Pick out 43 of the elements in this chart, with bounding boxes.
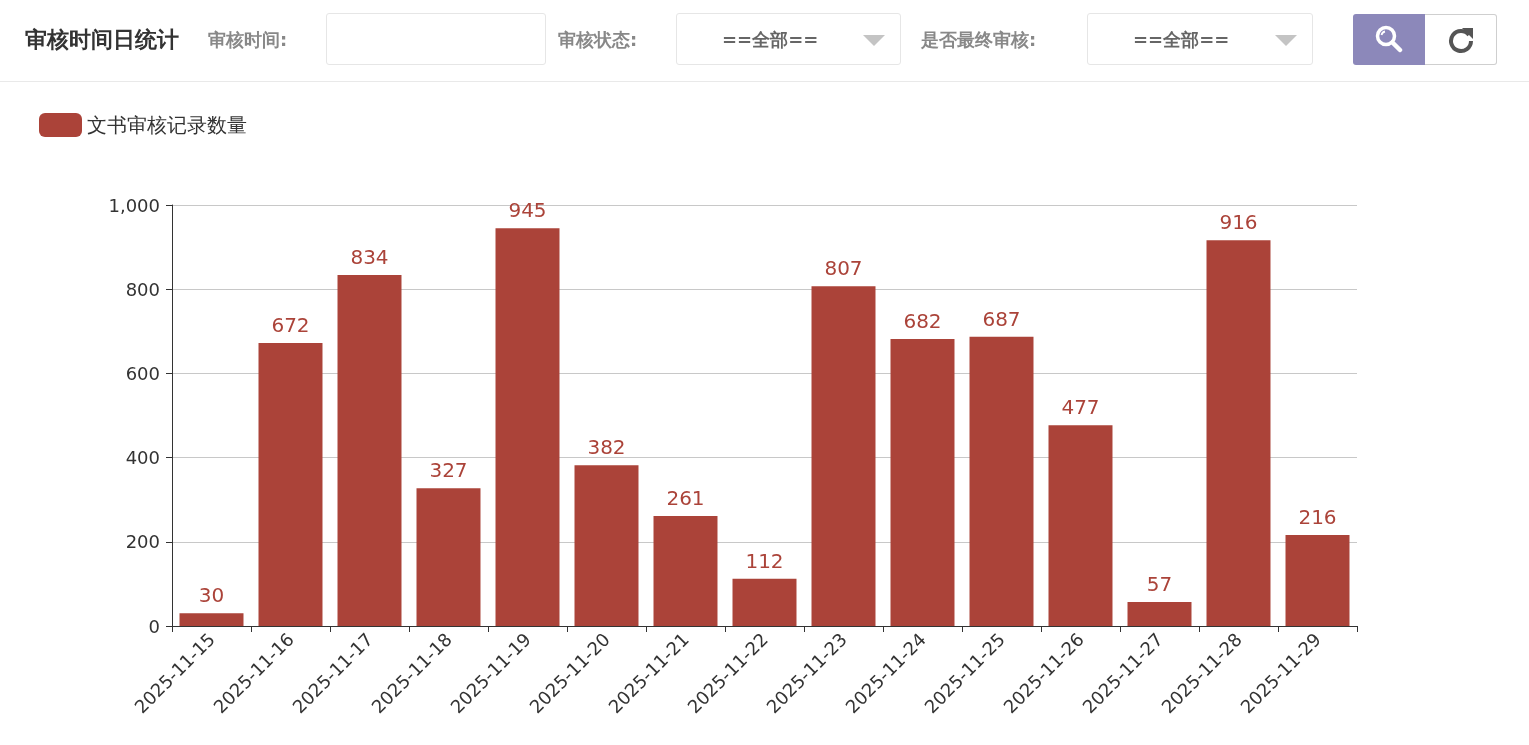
data-label: 945 xyxy=(508,198,547,223)
text: 审核时间: xyxy=(208,28,288,52)
data-label: 682 xyxy=(903,308,942,333)
legend-label: 文书审核记录数量 xyxy=(87,113,247,137)
data-label: 30 xyxy=(198,583,225,608)
bar xyxy=(337,274,402,626)
y-tick-label: 600 xyxy=(125,362,160,384)
bar xyxy=(258,343,323,626)
data-label: 477 xyxy=(1061,395,1100,420)
bar xyxy=(179,613,244,626)
bar xyxy=(890,338,955,626)
data-label: 216 xyxy=(1298,505,1337,530)
bar xyxy=(574,465,639,626)
data-label: 327 xyxy=(429,458,468,483)
chart-title: 审核时间日统计 xyxy=(25,26,179,54)
bar xyxy=(653,516,718,626)
bar xyxy=(732,578,797,626)
data-label: 57 xyxy=(1146,572,1173,596)
dropdown-select: ==全部== xyxy=(676,13,901,65)
data-label: 672 xyxy=(271,313,310,338)
y-tick-label: 200 xyxy=(125,531,160,553)
y-tick-label: 400 xyxy=(125,447,160,469)
bar xyxy=(811,286,876,626)
data-label: 112 xyxy=(745,548,784,573)
bar xyxy=(1285,535,1350,626)
text: 审核状态: xyxy=(558,28,638,52)
y-tick-label: 800 xyxy=(125,278,160,300)
bar xyxy=(1206,240,1271,626)
text: 是否最终审核: xyxy=(921,28,1037,52)
y-tick-label: 0 xyxy=(148,615,160,637)
bar xyxy=(1127,602,1192,626)
data-label: 261 xyxy=(666,486,705,511)
bar xyxy=(495,228,560,626)
bar xyxy=(969,336,1034,626)
bar xyxy=(416,488,481,626)
data-label: 382 xyxy=(587,435,626,460)
y-tick-label: 1,000 xyxy=(108,194,160,216)
dropdown-select: ==全部== xyxy=(1087,13,1313,65)
bar xyxy=(1048,425,1113,626)
data-label: 834 xyxy=(350,244,389,269)
data-label: 916 xyxy=(1219,210,1258,235)
data-label: 807 xyxy=(824,256,863,281)
data-label: 687 xyxy=(982,306,1021,331)
